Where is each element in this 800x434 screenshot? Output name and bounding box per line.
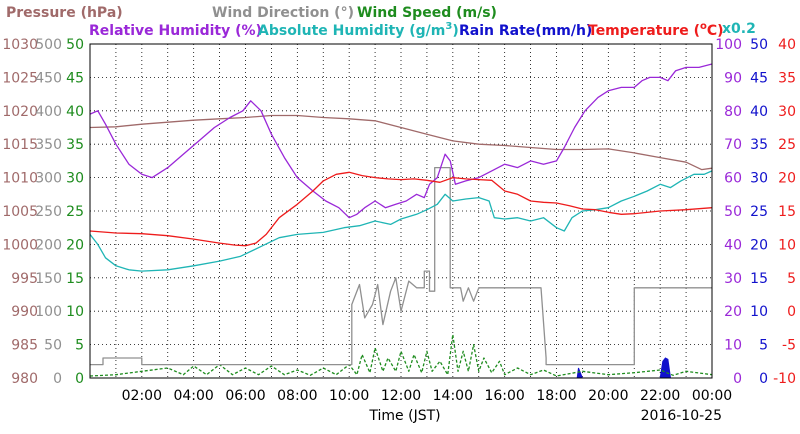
tick-label-temperature: 15 [778, 204, 796, 220]
tick-label-rain-rate: 0 [759, 371, 768, 387]
tick-label-wind-direction: 100 [35, 304, 62, 320]
tick-label-temperature: -5 [782, 338, 796, 354]
tick-label-relative-humidity: 60 [724, 171, 742, 187]
tick-label-pressure: 980 [11, 371, 38, 387]
tick-label-pressure: 1000 [2, 237, 38, 253]
tick-label-pressure: 1010 [2, 171, 38, 187]
tick-label-wind-speed: 10 [66, 304, 84, 320]
tick-label-wind-direction: 500 [35, 37, 62, 53]
tick-label-temperature: 25 [778, 137, 796, 153]
tick-label-relative-humidity: 30 [724, 271, 742, 287]
tick-label-relative-humidity: 40 [724, 237, 742, 253]
tick-label-temperature: 30 [778, 104, 796, 120]
tick-label-rain-rate: 20 [750, 237, 768, 253]
tick-label-wind-direction: 0 [53, 371, 62, 387]
legend-absolute-humidity: Absolute Humidity (g/m3) [258, 21, 459, 39]
legend-pressure: Pressure (hPa) [6, 5, 123, 21]
tick-label-relative-humidity: 50 [724, 204, 742, 220]
tick-label-relative-humidity: 80 [724, 104, 742, 120]
tick-label-wind-speed: 20 [66, 237, 84, 253]
series-wind-speed-m-s [89, 333, 713, 377]
legend-temperature: Temperature (oC) [588, 21, 724, 39]
series-pressure-hpa [89, 114, 713, 171]
series-absolute-humidity-g-m3 [89, 170, 713, 272]
x-tick-label: 02:00 [122, 388, 162, 404]
tick-label-wind-speed: 35 [66, 137, 84, 153]
tick-label-wind-direction: 50 [44, 338, 62, 354]
plot-grid [90, 44, 712, 378]
tick-label-pressure: 1020 [2, 104, 38, 120]
x-tick-label: 12:00 [381, 388, 421, 404]
tick-label-relative-humidity: 100 [715, 37, 742, 53]
tick-label-wind-direction: 400 [35, 104, 62, 120]
series-wind-direction [90, 166, 712, 366]
tick-label-wind-speed: 45 [66, 70, 84, 86]
tick-label-wind-direction: 150 [35, 271, 62, 287]
tick-label-wind-direction: 300 [35, 171, 62, 187]
tick-label-temperature: 35 [778, 70, 796, 86]
tick-label-wind-speed: 5 [75, 338, 84, 354]
x-tick-label: 16:00 [484, 388, 524, 404]
legend-rain-rate: Rain Rate(mm/h) [459, 23, 592, 39]
tick-label-pressure: 985 [11, 338, 38, 354]
tick-label-temperature: 10 [778, 237, 796, 253]
tick-label-rain-rate: 5 [759, 338, 768, 354]
legend-wind-direction: Wind Direction (°) [212, 5, 354, 21]
legend-scale-note: x0.2 [722, 21, 756, 37]
tick-label-rain-rate: 50 [750, 37, 768, 53]
x-tick-label: 14:00 [433, 388, 473, 404]
tick-label-relative-humidity: 90 [724, 70, 742, 86]
tick-label-relative-humidity: 0 [733, 371, 742, 387]
tick-label-wind-speed: 30 [66, 171, 84, 187]
x-tick-label: 04:00 [173, 388, 213, 404]
tick-label-temperature: -10 [773, 371, 796, 387]
x-tick-label: 20:00 [588, 388, 628, 404]
x-axis-label: Time (JST) [368, 408, 440, 424]
x-tick-label: 08:00 [277, 388, 317, 404]
series-layer [89, 63, 713, 379]
tick-label-pressure: 1030 [2, 37, 38, 53]
x-tick-label: 00:00 [692, 388, 732, 404]
axis-tick-labels: 1030102510201015101010051000995990985980… [2, 37, 796, 404]
x-tick-label: 10:00 [329, 388, 369, 404]
x-tick-label: 18:00 [536, 388, 576, 404]
tick-label-pressure: 1015 [2, 137, 38, 153]
tick-label-wind-speed: 0 [75, 371, 84, 387]
tick-label-pressure: 1005 [2, 204, 38, 220]
tick-label-wind-speed: 40 [66, 104, 84, 120]
tick-label-wind-speed: 15 [66, 271, 84, 287]
tick-label-rain-rate: 10 [750, 304, 768, 320]
tick-label-pressure: 990 [11, 304, 38, 320]
tick-label-wind-speed: 25 [66, 204, 84, 220]
tick-label-temperature: 0 [787, 304, 796, 320]
x-tick-label: 06:00 [225, 388, 265, 404]
date-label: 2016-10-25 [641, 408, 722, 424]
tick-label-pressure: 995 [11, 271, 38, 287]
tick-label-wind-direction: 250 [35, 204, 62, 220]
tick-label-temperature: 40 [778, 37, 796, 53]
tick-label-wind-direction: 450 [35, 70, 62, 86]
tick-label-rain-rate: 15 [750, 271, 768, 287]
tick-label-relative-humidity: 20 [724, 304, 742, 320]
tick-label-rain-rate: 30 [750, 171, 768, 187]
tick-label-wind-direction: 200 [35, 237, 62, 253]
tick-label-relative-humidity: 70 [724, 137, 742, 153]
tick-label-rain-rate: 40 [750, 104, 768, 120]
x-tick-label: 22:00 [640, 388, 680, 404]
tick-label-rain-rate: 35 [750, 137, 768, 153]
tick-label-temperature: 20 [778, 171, 796, 187]
tick-label-temperature: 5 [787, 271, 796, 287]
series-temperature-c [89, 171, 713, 247]
tick-label-pressure: 1025 [2, 70, 38, 86]
tick-label-wind-speed: 50 [66, 37, 84, 53]
tick-label-rain-rate: 25 [750, 204, 768, 220]
plot-frame [89, 43, 713, 379]
legend-relative-humidity: Relative Humidity (%) [89, 23, 262, 39]
tick-label-relative-humidity: 10 [724, 338, 742, 354]
series-relative-humidity [89, 63, 713, 219]
legend-wind-speed: Wind Speed (m/s) [357, 5, 497, 21]
tick-label-rain-rate: 45 [750, 70, 768, 86]
tick-label-wind-direction: 350 [35, 137, 62, 153]
